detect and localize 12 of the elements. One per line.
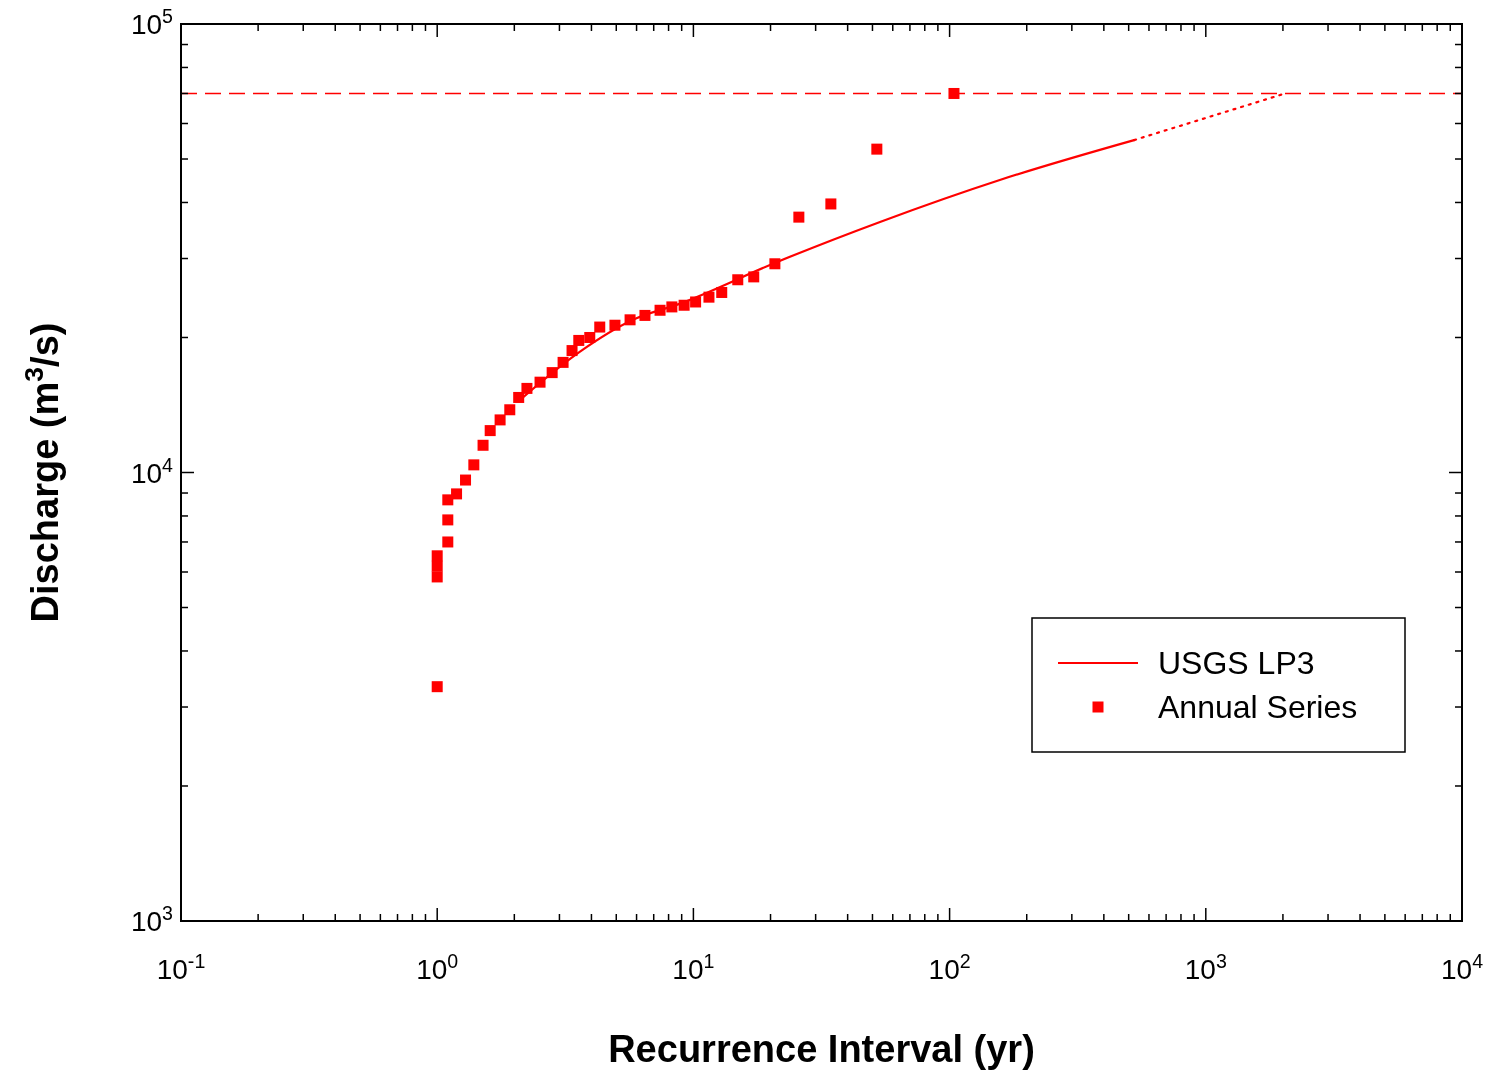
legend-label: USGS LP3 (1158, 645, 1315, 681)
legend-label: Annual Series (1158, 689, 1358, 725)
x-tick-label: 10$^{3}$ (1184, 950, 1227, 985)
x-axis-title: Recurrence Interval (yr) (608, 1028, 1035, 1070)
y-tick-label: 10$^{4}$ (130, 453, 174, 489)
x-tick-label: 10$^{4}$ (1440, 950, 1484, 985)
y-tick-label: 10$^{3}$ (130, 902, 174, 937)
x-tick-label: 10$^{0}$ (416, 950, 459, 985)
y-tick-label: 10$^{5}$ (130, 5, 174, 40)
x-tick-label: 10$^{1}$ (672, 950, 715, 985)
x-tick-label: 10$^{2}$ (928, 950, 971, 985)
x-tick-label: 10$^{-1}$ (156, 950, 206, 985)
